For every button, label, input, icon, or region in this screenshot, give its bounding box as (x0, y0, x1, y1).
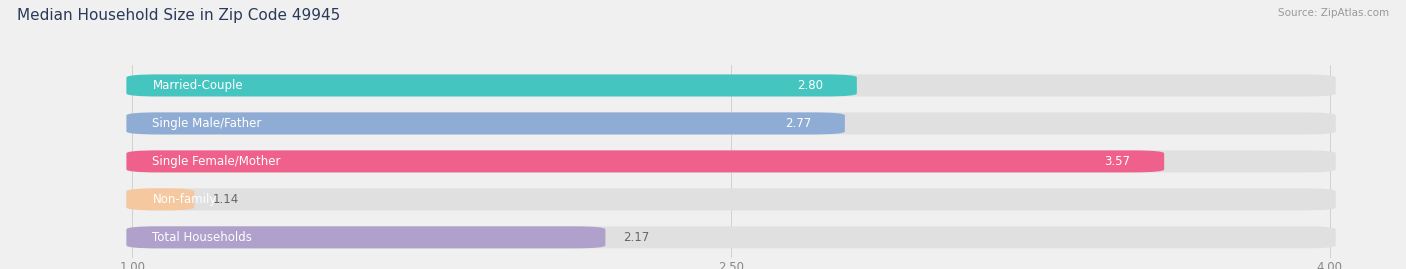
FancyBboxPatch shape (127, 112, 1336, 134)
Text: Non-family: Non-family (152, 193, 217, 206)
Text: Source: ZipAtlas.com: Source: ZipAtlas.com (1278, 8, 1389, 18)
FancyBboxPatch shape (127, 188, 194, 210)
FancyBboxPatch shape (127, 226, 606, 248)
Text: Median Household Size in Zip Code 49945: Median Household Size in Zip Code 49945 (17, 8, 340, 23)
FancyBboxPatch shape (127, 75, 1336, 97)
Text: Single Female/Mother: Single Female/Mother (152, 155, 281, 168)
FancyBboxPatch shape (127, 150, 1336, 172)
FancyBboxPatch shape (127, 188, 1336, 210)
FancyBboxPatch shape (127, 112, 845, 134)
Text: Total Households: Total Households (152, 231, 252, 244)
Text: Married-Couple: Married-Couple (152, 79, 243, 92)
Text: 1.14: 1.14 (212, 193, 239, 206)
FancyBboxPatch shape (127, 226, 1336, 248)
FancyBboxPatch shape (127, 75, 856, 97)
Text: 2.17: 2.17 (623, 231, 650, 244)
Text: 2.80: 2.80 (797, 79, 823, 92)
FancyBboxPatch shape (127, 150, 1164, 172)
Text: 2.77: 2.77 (785, 117, 811, 130)
Text: Single Male/Father: Single Male/Father (152, 117, 262, 130)
Text: 3.57: 3.57 (1104, 155, 1130, 168)
